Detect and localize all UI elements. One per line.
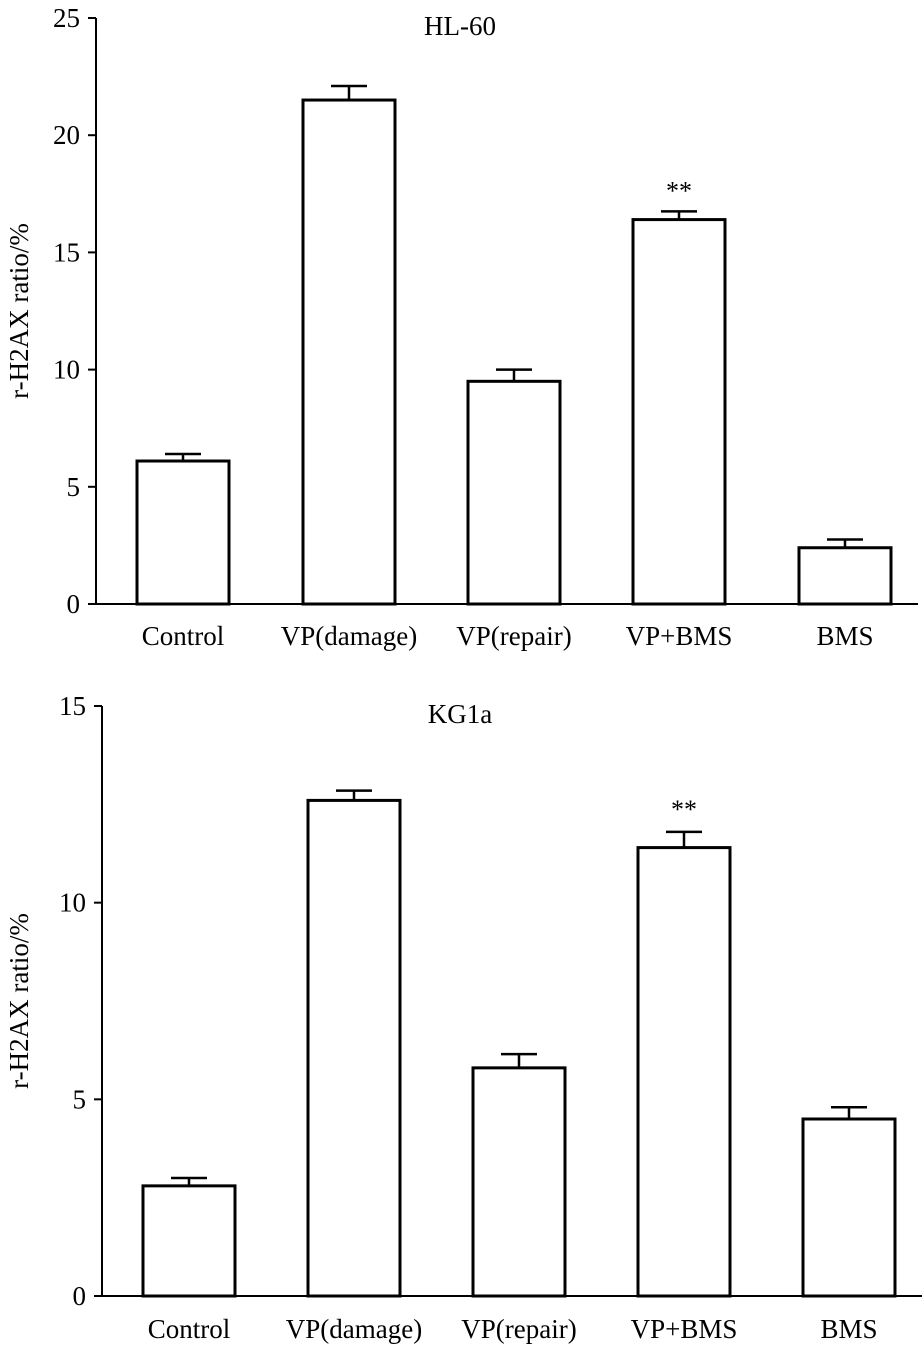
y-tick-label: 25 bbox=[53, 3, 80, 33]
bar-Control bbox=[141, 1184, 237, 1298]
y-axis-title: r-H2AX ratio/% bbox=[4, 913, 34, 1089]
x-tick-label: VP(repair) bbox=[456, 621, 571, 651]
x-tick-label: VP(damage) bbox=[286, 1314, 422, 1344]
x-tick-label: VP(damage) bbox=[281, 621, 417, 651]
bar-VP(repair) bbox=[466, 379, 562, 606]
y-tick-label: 10 bbox=[53, 355, 80, 385]
x-tick-label: BMS bbox=[816, 621, 873, 651]
panel-title: HL-60 bbox=[424, 11, 496, 41]
y-axis-title: r-H2AX ratio/% bbox=[4, 223, 34, 399]
x-tick-label: VP+BMS bbox=[626, 621, 733, 651]
bar-BMS bbox=[797, 546, 893, 606]
y-tick-label: 5 bbox=[73, 1084, 87, 1114]
y-tick-label: 0 bbox=[73, 1281, 87, 1311]
y-tick-label: 15 bbox=[59, 691, 86, 721]
bar-VP+BMS bbox=[636, 846, 732, 1298]
panel-title: KG1a bbox=[428, 699, 492, 729]
x-tick-label: VP+BMS bbox=[631, 1314, 738, 1344]
y-tick-label: 10 bbox=[59, 888, 86, 918]
x-tick-label: Control bbox=[142, 621, 225, 651]
x-tick-label: Control bbox=[148, 1314, 231, 1344]
y-tick-label: 15 bbox=[53, 237, 80, 267]
y-tick-label: 0 bbox=[67, 589, 81, 619]
bar-VP+BMS bbox=[631, 218, 727, 606]
bar-VP(damage) bbox=[306, 798, 402, 1298]
bar-BMS bbox=[801, 1117, 897, 1298]
x-tick-label: VP(repair) bbox=[461, 1314, 576, 1344]
bar-VP(damage) bbox=[301, 98, 397, 606]
panel-hl60: 0 5 10 15 20 25 r-H2AX ratio/% HL-60 Control VP(d… bbox=[4, 3, 918, 651]
panel-kg1a: 0 5 10 15 r-H2AX ratio/% KG1a Control VP(damage… bbox=[4, 691, 922, 1344]
significance-label: ** bbox=[666, 176, 692, 205]
y-tick-label: 5 bbox=[67, 472, 81, 502]
x-tick-label: BMS bbox=[820, 1314, 877, 1344]
bar-VP(repair) bbox=[471, 1066, 567, 1298]
bar-Control bbox=[135, 459, 231, 606]
significance-label: ** bbox=[671, 795, 697, 824]
y-tick-label: 20 bbox=[53, 120, 80, 150]
